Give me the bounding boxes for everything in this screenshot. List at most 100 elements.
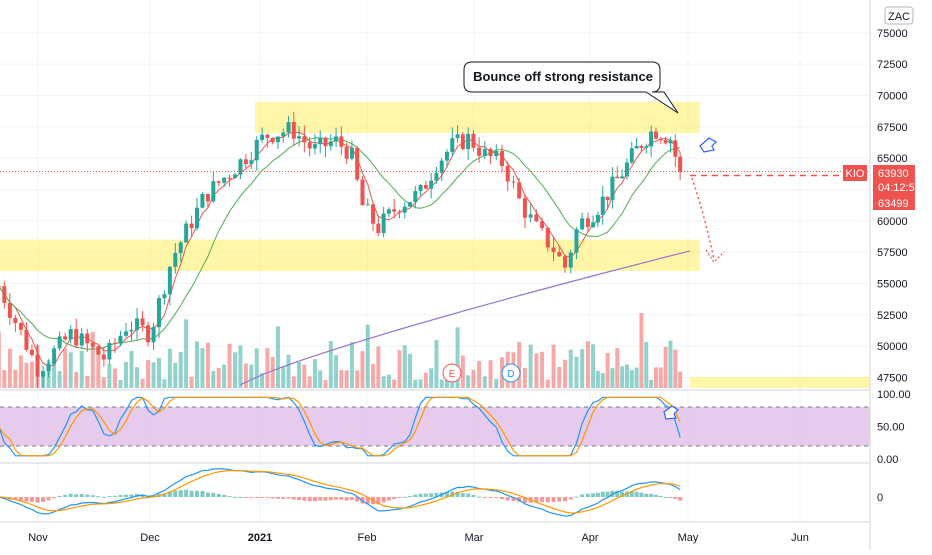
volume-bar [568,349,573,388]
volume-bar [13,369,18,388]
projection-path [691,177,715,261]
candle-body [488,149,493,157]
candle-body [634,145,639,149]
volume-bar [434,340,439,388]
candle-body [585,218,590,228]
volume-bar [595,370,600,388]
stoch-tick-label: 50.00 [877,422,905,434]
candle-body [434,172,439,181]
volume-bars [0,313,683,388]
volume-bar [270,357,275,388]
volume-bar [517,342,522,388]
volume-bar [286,354,291,388]
price-tick-label: 50000 [877,341,908,353]
price-tick-label: 67500 [877,122,908,134]
macd-hist-bar [408,495,413,497]
candle-body [184,223,189,243]
candle-body [189,223,194,229]
volume-bar [254,348,259,388]
volume-bar [658,367,663,388]
volume-bar [557,366,562,388]
candle-body [18,323,23,330]
signal-line [0,470,681,514]
volume-bar [24,362,29,388]
candle-body [663,140,668,144]
volume-bar [355,370,360,388]
macd-hist-bar [79,493,84,497]
volume-bar [63,348,68,388]
volume-bar [402,345,407,388]
candle-body [355,147,360,180]
candle-body [260,134,265,140]
candle-body [140,318,145,326]
candle-body [402,206,407,213]
candle-body [381,213,386,233]
macd-hist-bar [381,497,386,503]
candle-body [344,146,349,159]
macd-hist-bar [355,497,360,502]
volume-bar [339,370,344,388]
volume-bar [563,359,568,388]
dividend-marker[interactable] [501,363,521,383]
macd-hist-bar [200,491,205,497]
volume-bar [249,364,254,388]
volume-bar [173,362,178,388]
volume-bar [57,371,62,388]
macd-hist-bar [663,496,668,498]
last-price-tag [873,165,915,195]
volume-bar [349,342,354,388]
candle-body [281,132,286,137]
volume-bar [123,361,128,388]
earnings-marker[interactable] [442,363,462,383]
candle-body [466,133,471,150]
stoch-pointer-icon [663,405,679,420]
candle-body [96,346,101,355]
support-zone [0,239,700,271]
volume-bar [386,374,391,388]
candle-body [112,342,117,344]
macd-hist-bar [511,497,516,501]
volume-bar [663,346,668,388]
candle-body [79,333,84,346]
candle-body [107,342,112,360]
candle-body [334,136,339,142]
candle-body [494,150,499,157]
price-tick-label: 57500 [877,247,908,259]
macd-hist-bar [466,493,471,497]
macd-hist-bar [434,493,439,497]
time-tick-label: Apr [581,532,598,544]
price-tick-label: 70000 [877,90,908,102]
macd-hist-bar [402,496,407,498]
volume-bar [653,367,658,388]
macd-line [0,468,681,517]
macd-hist-bar [349,497,354,500]
candle-body [658,138,663,141]
volume-bar [545,379,550,388]
resistance-zone [255,101,700,134]
macd-hist-bar [429,493,434,497]
volume-bar [423,372,428,388]
candle-body [200,193,205,208]
annotation-callout[interactable] [463,61,679,114]
volume-bar [397,350,402,388]
candle-body [339,136,344,147]
volume-bar [112,368,117,388]
macd-hist-bar [591,493,596,497]
currency-label: ZAC [888,11,910,23]
candle-body [302,136,307,143]
volume-bar [162,379,167,388]
candle-body [392,209,397,212]
volume-bar [429,368,434,388]
macd-hist-bar [568,497,573,500]
macd-hist-bar [522,497,527,503]
macd-hist-bar [574,496,579,498]
candle-body [610,176,615,201]
candle-body [156,298,161,328]
macd-hist-bar [455,491,460,497]
volume-bar [107,364,112,388]
currency-button[interactable] [884,6,914,25]
volume-bar [673,349,678,388]
stoch-tick-label: 100.00 [877,389,911,401]
